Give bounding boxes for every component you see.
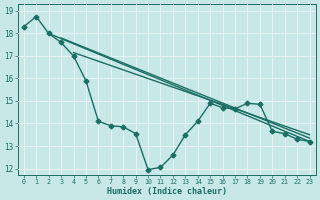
X-axis label: Humidex (Indice chaleur): Humidex (Indice chaleur): [107, 187, 227, 196]
